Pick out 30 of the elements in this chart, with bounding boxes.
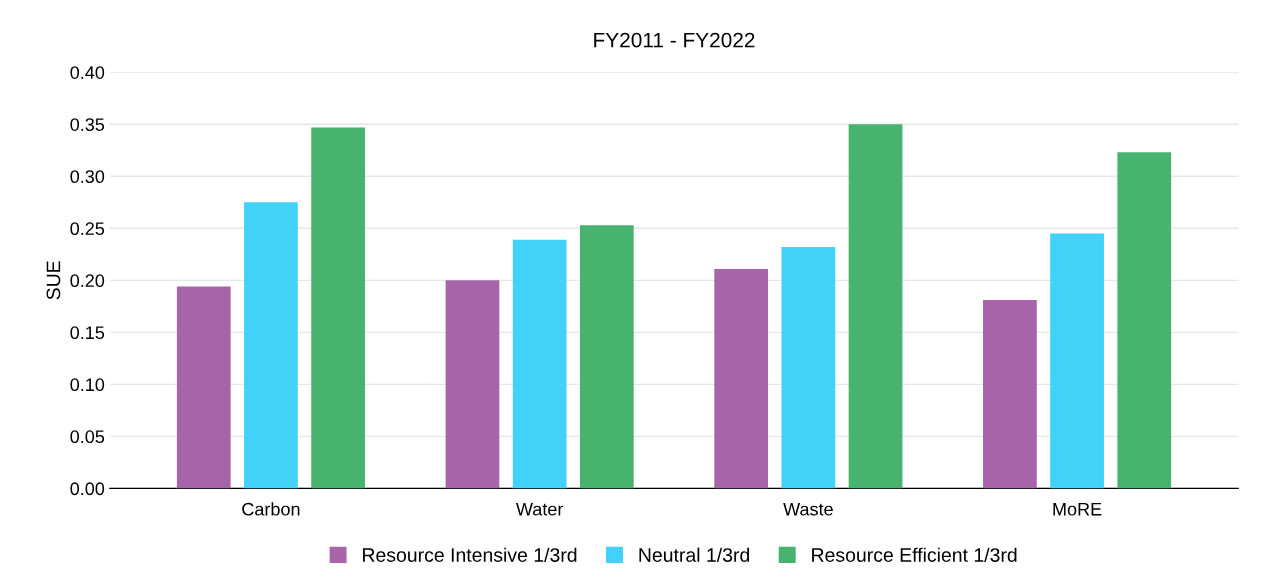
bar — [445, 280, 500, 489]
bar — [714, 268, 769, 489]
y-tick-label: 0.20 — [70, 274, 105, 288]
y-tick-label: 0.35 — [70, 118, 105, 131]
bar — [781, 247, 836, 489]
legend-label: Resource Intensive 1/3rd — [363, 547, 577, 562]
y-tick-label: 0.25 — [70, 222, 105, 236]
bar — [1050, 233, 1104, 489]
bar — [579, 225, 634, 489]
bar — [983, 300, 1037, 489]
x-tick-label: Water — [515, 502, 564, 516]
x-tick-label: Waste — [783, 502, 833, 516]
y-tick-label: 0.30 — [70, 170, 105, 184]
y-tick-label: 0.40 — [70, 66, 105, 79]
legend-label: Neutral 1/3rd — [639, 547, 750, 562]
y-tick-label: 0.10 — [70, 378, 105, 392]
bar — [512, 239, 567, 489]
bar — [1117, 152, 1172, 489]
chart-title: FY2011 - FY2022 — [594, 32, 755, 48]
y-axis-title: SUE — [46, 261, 61, 300]
y-tick-label: 0.00 — [70, 482, 105, 496]
x-tick-label: Carbon — [242, 502, 300, 516]
bar — [176, 286, 231, 489]
bar — [311, 127, 365, 489]
bar — [848, 124, 903, 489]
legend-label: Resource Efficient 1/3rd — [812, 547, 1017, 562]
bar — [244, 202, 298, 489]
x-tick-label: MoRE — [1053, 502, 1102, 516]
y-tick-label: 0.05 — [70, 430, 105, 444]
y-tick-label: 0.15 — [70, 326, 105, 340]
